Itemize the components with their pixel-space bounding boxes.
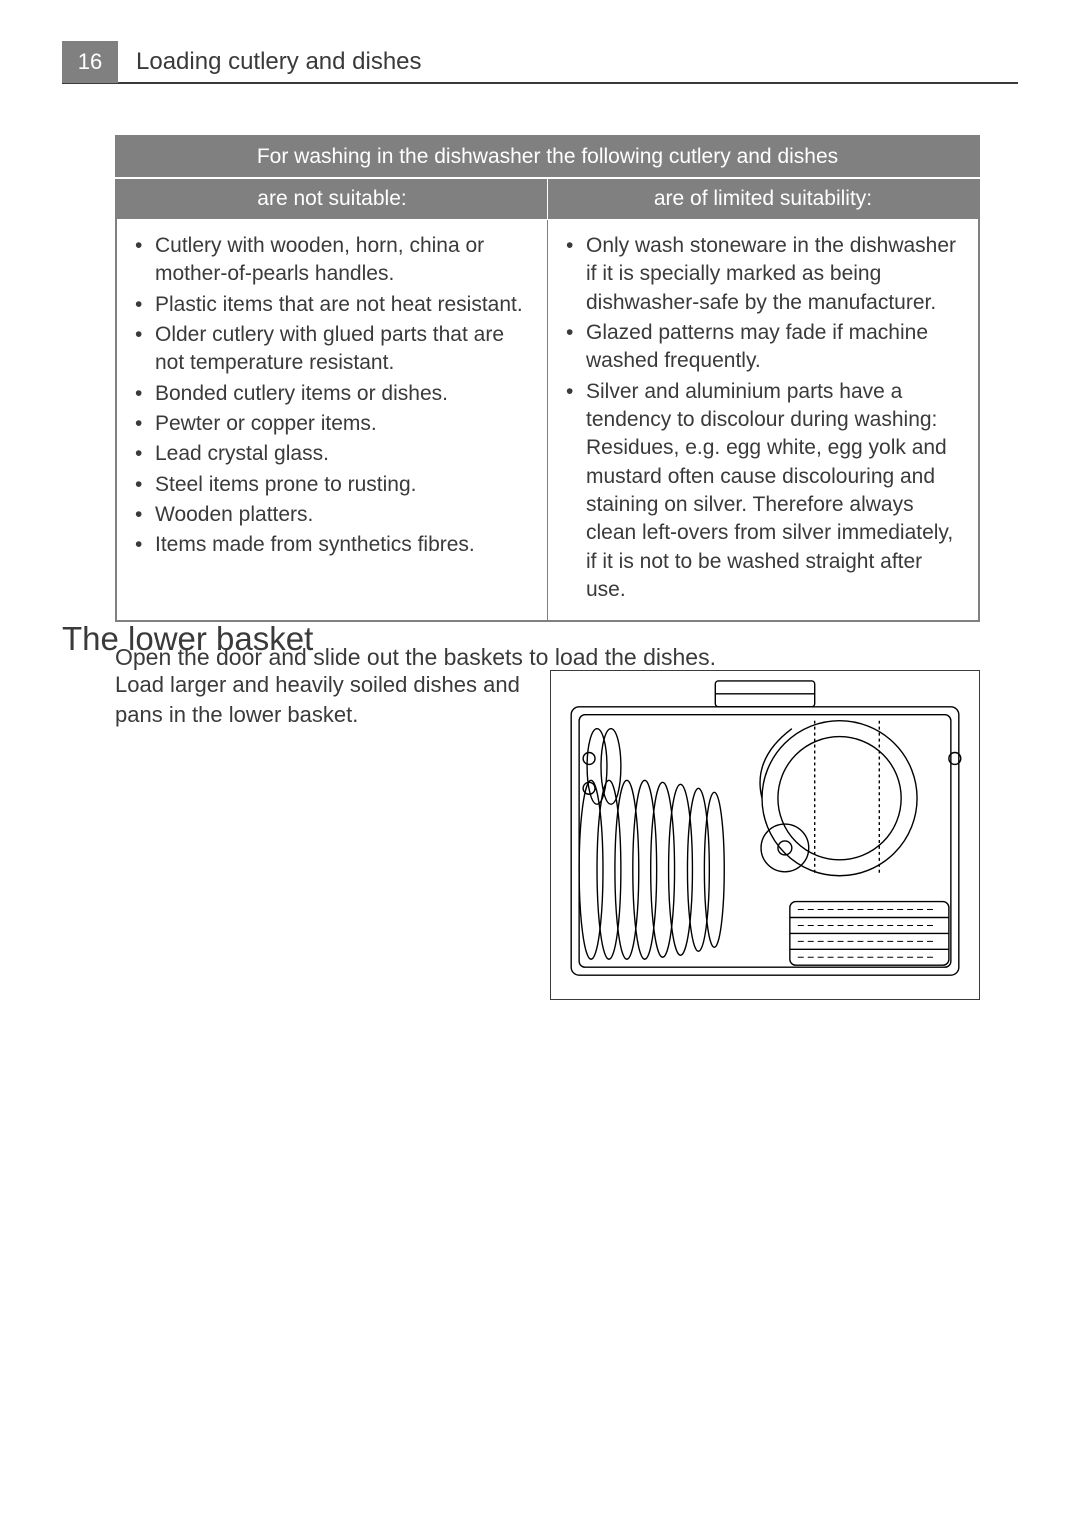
lower-basket-diagram — [550, 670, 980, 1000]
list-item: Glazed patterns may fade if machine wash… — [566, 319, 960, 376]
list-item: Steel items prone to rusting. — [135, 471, 529, 499]
section-text: Load larger and heavily soiled dishes an… — [115, 670, 536, 1000]
list-item: Wooden platters. — [135, 501, 529, 529]
page-number-badge: 16 — [62, 41, 118, 83]
column-header-not-suitable: are not suitable: — [116, 178, 548, 220]
column-header-limited: are of limited suitability: — [548, 178, 980, 220]
list-item: Items made from synthetics fibres. — [135, 531, 529, 559]
list-item: Cutlery with wooden, horn, china or moth… — [135, 232, 529, 289]
limited-list: Only wash stoneware in the dishwasher if… — [566, 232, 960, 604]
basket-illustration-svg — [551, 671, 979, 999]
page-header: 16 Loading cutlery and dishes — [62, 42, 1018, 84]
list-item: Lead crystal glass. — [135, 440, 529, 468]
list-item: Silver and aluminium parts have a tenden… — [566, 378, 960, 605]
cell-not-suitable: Cutlery with wooden, horn, china or moth… — [116, 220, 548, 622]
content-area: For washing in the dishwasher the follow… — [115, 135, 980, 671]
list-item: Bonded cutlery items or dishes. — [135, 380, 529, 408]
table-caption: For washing in the dishwasher the follow… — [116, 136, 979, 178]
list-item: Only wash stoneware in the dishwasher if… — [566, 232, 960, 317]
suitability-table: For washing in the dishwasher the follow… — [115, 135, 980, 622]
page-header-title: Loading cutlery and dishes — [136, 48, 422, 76]
section-body: Load larger and heavily soiled dishes an… — [115, 670, 980, 1000]
list-item: Plastic items that are not heat resistan… — [135, 291, 529, 319]
list-item: Pewter or copper items. — [135, 410, 529, 438]
cell-limited: Only wash stoneware in the dishwasher if… — [548, 220, 980, 622]
not-suitable-list: Cutlery with wooden, horn, china or moth… — [135, 232, 529, 560]
list-item: Older cutlery with glued parts that are … — [135, 321, 529, 378]
section-heading-lower-basket: The lower basket — [62, 620, 313, 658]
